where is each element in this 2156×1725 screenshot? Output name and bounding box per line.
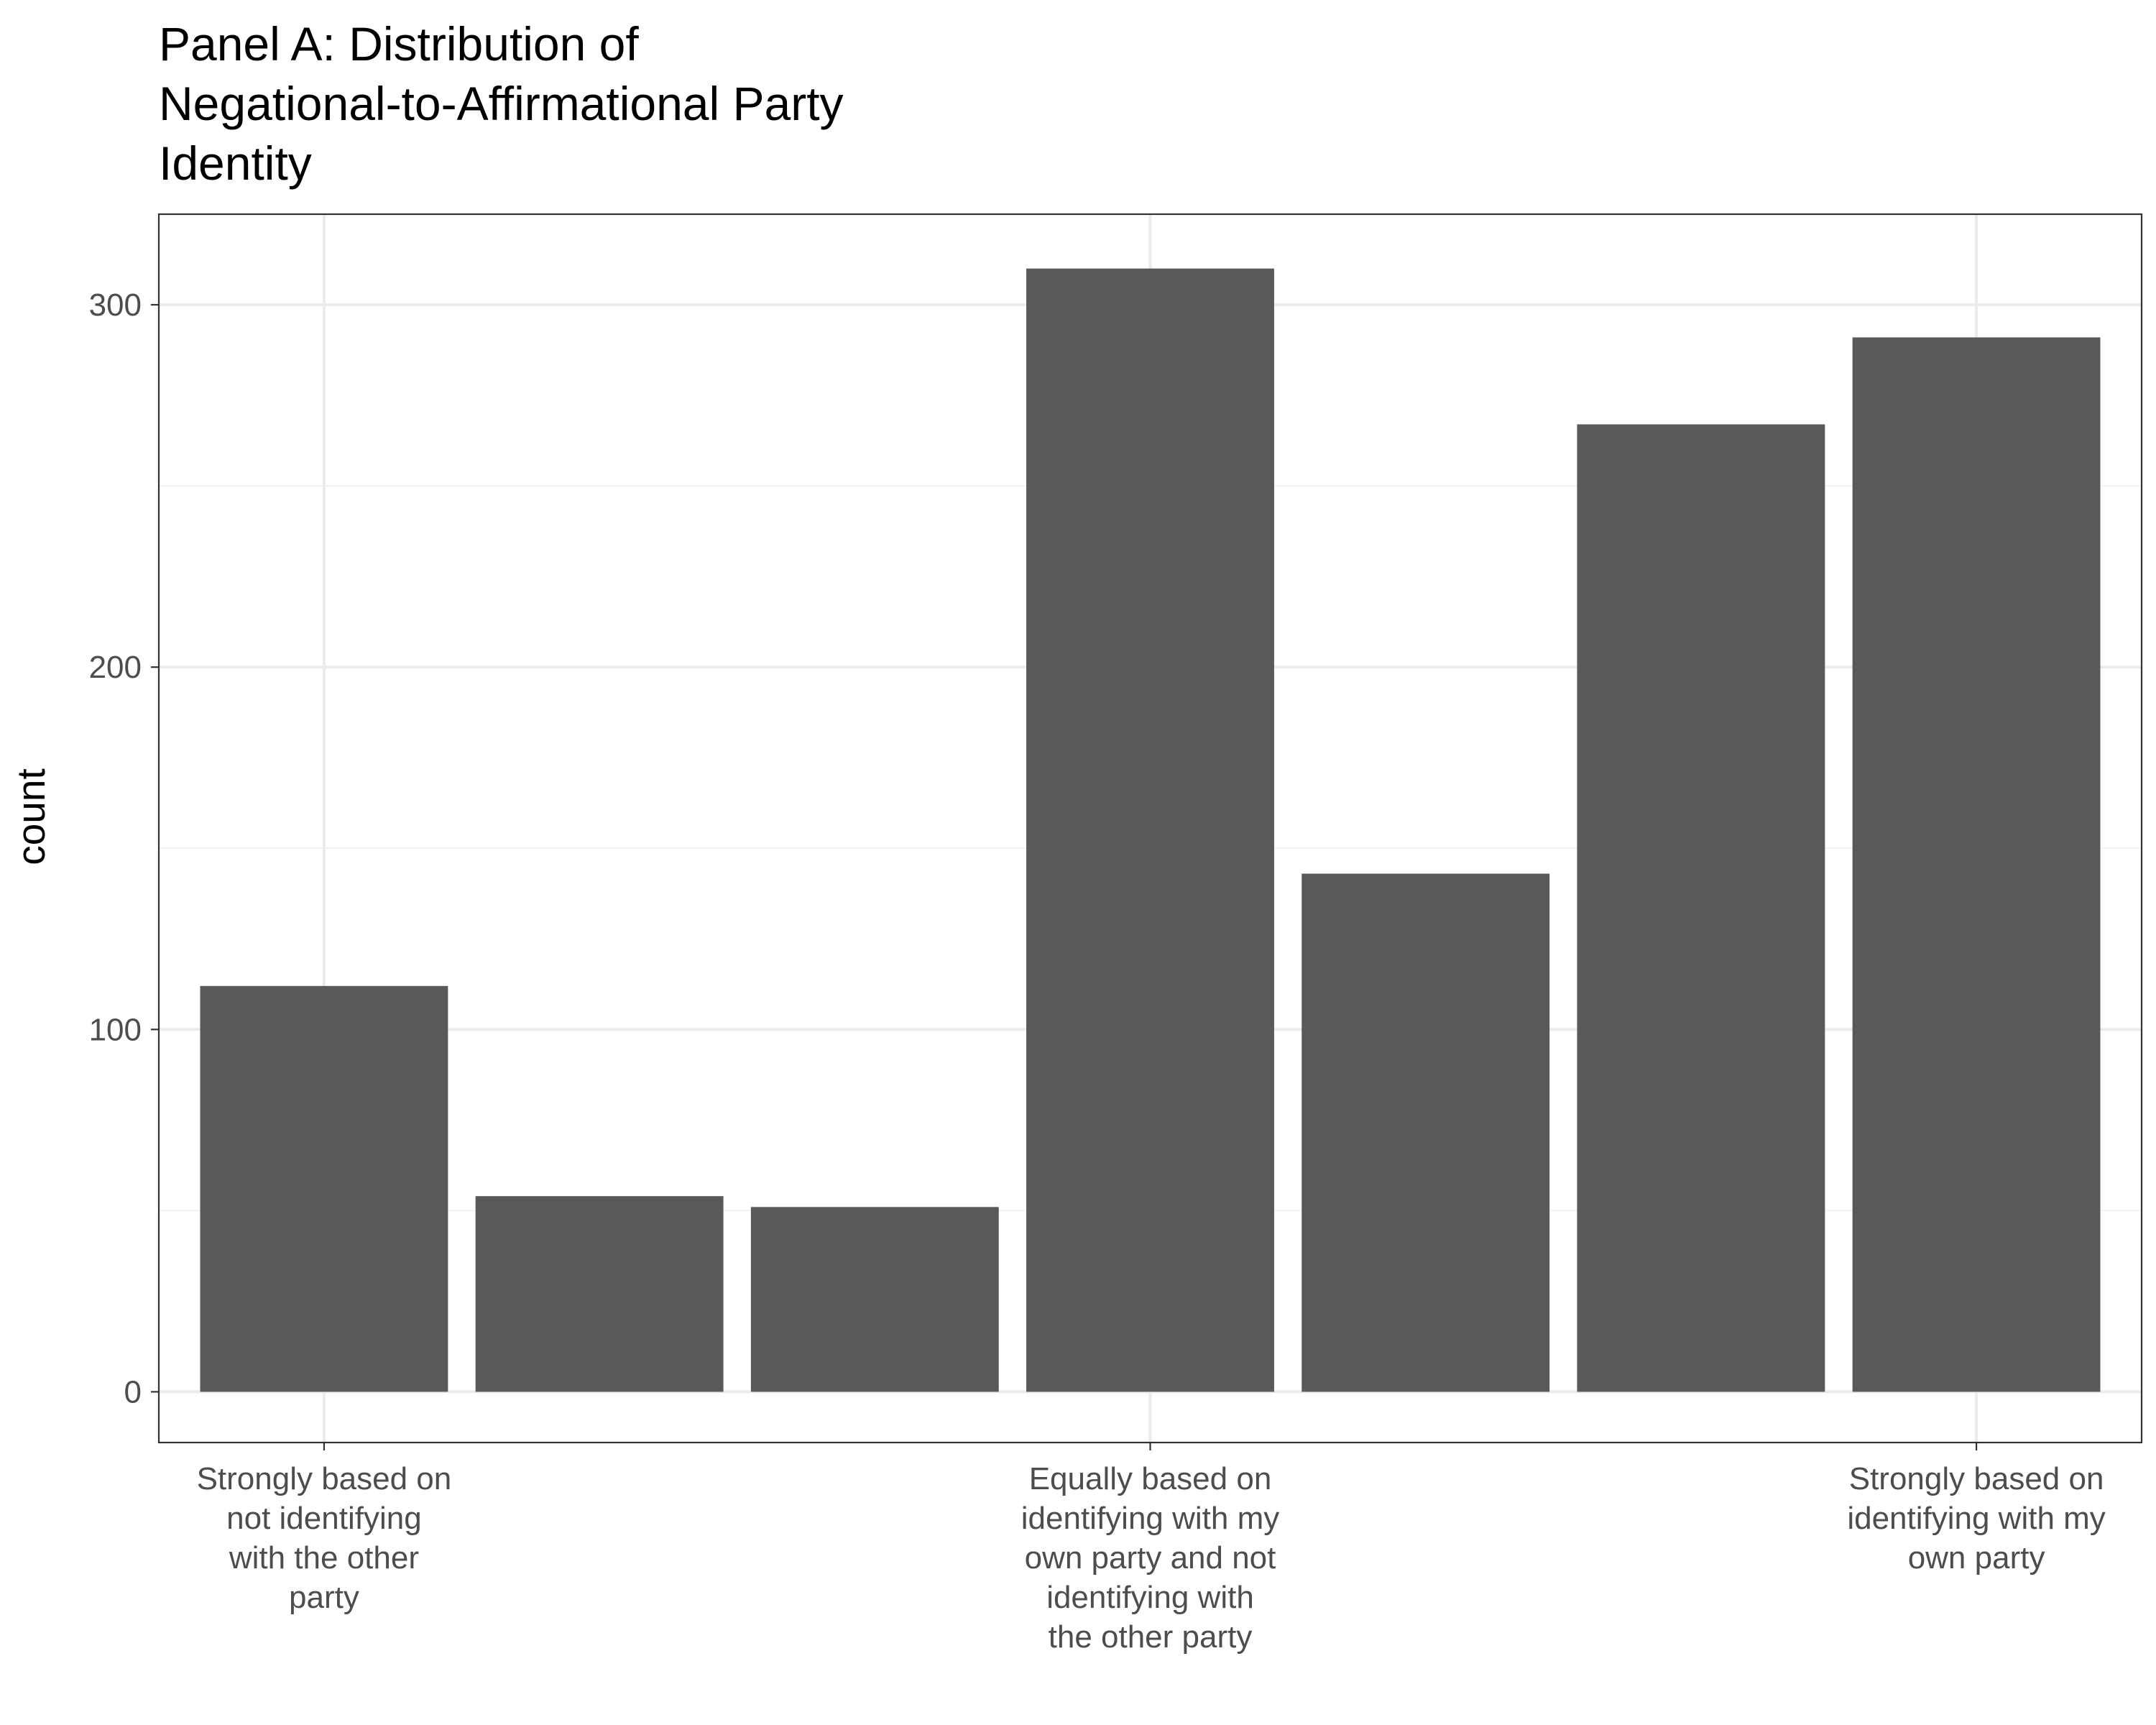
y-axis: 0 100 200 300: [89, 288, 159, 1409]
x-tick-label-line: own party: [1908, 1540, 2045, 1576]
title-line-3: Identity: [159, 137, 312, 190]
bar-6: [1577, 424, 1825, 1392]
chart-title: Panel A: Distribution of Negational-to-Af…: [159, 17, 844, 190]
x-tick-label-line: party: [289, 1580, 359, 1615]
x-tick-label-line: Strongly based on: [1849, 1461, 2104, 1496]
bar-2: [475, 1196, 724, 1392]
x-tick-label-line: Strongly based on: [197, 1461, 452, 1496]
y-tick-label: 100: [89, 1012, 142, 1047]
x-tick-label-3: Strongly based on identifying with my own …: [1847, 1461, 2105, 1576]
x-tick-label-line: Equally based on: [1029, 1461, 1272, 1496]
x-tick-label-line: own party and not: [1025, 1540, 1276, 1576]
bar-1: [200, 985, 448, 1392]
x-tick-label-line: identifying with: [1046, 1580, 1254, 1615]
x-tick-label-line: identifying with my: [1021, 1501, 1279, 1536]
y-tick-label: 300: [89, 288, 142, 323]
x-tick-label-line: identifying with my: [1847, 1501, 2105, 1536]
x-tick-label-line: with the other: [229, 1540, 419, 1576]
title-line-2: Negational-to-Affirmational Party: [159, 77, 844, 130]
x-tick-label-line: not identifying: [226, 1501, 422, 1536]
y-axis-title: count: [9, 768, 53, 865]
x-tick-label-1: Strongly based on not identifying with the…: [197, 1461, 452, 1615]
bars: [200, 268, 2101, 1392]
y-tick-label: 200: [89, 650, 142, 685]
x-tick-label-line: the other party: [1049, 1619, 1253, 1655]
x-axis: Strongly based on not identifying with the…: [197, 1443, 2106, 1655]
bar-5: [1302, 873, 1550, 1392]
y-tick-label: 0: [124, 1374, 142, 1409]
bar-7: [1852, 337, 2101, 1392]
title-line-1: Panel A: Distribution of: [159, 17, 639, 70]
bar-3: [750, 1207, 999, 1392]
bar-4: [1026, 268, 1274, 1392]
x-tick-label-2: Equally based on identifying with my own p…: [1021, 1461, 1279, 1655]
